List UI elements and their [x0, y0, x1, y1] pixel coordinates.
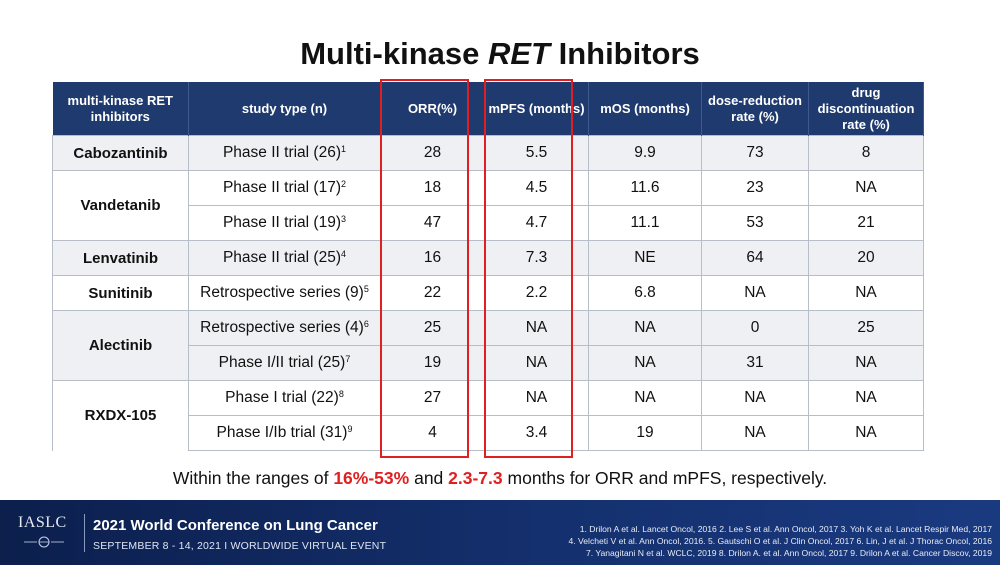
mpfs-value: NA	[484, 310, 589, 346]
title-suffix: Inhibitors	[549, 36, 700, 71]
table-row: RXDX-105 Phase I trial (22)8 27 NA NA NA…	[52, 380, 924, 451]
header-mos: mOS (months)	[588, 82, 702, 136]
study-type: Phase II trial (25)4	[188, 240, 381, 276]
table-row: Cabozantinib Phase II trial (26)1 28 5.5…	[52, 135, 924, 171]
study-type: Phase I/Ib trial (31)9	[188, 415, 381, 451]
dose-value: 31	[701, 345, 809, 381]
slide-title: Multi-kinase RET Inhibitors	[0, 36, 1000, 72]
disc-value: NA	[808, 345, 924, 381]
reference-line: 7. Yanagitani N et al. WCLC, 2019 8. Dri…	[585, 548, 992, 558]
dose-value: NA	[701, 275, 809, 311]
table-row: Alectinib Retrospective series (4)6 25 N…	[52, 310, 924, 381]
header-discontinuation: drug discontinuation rate (%)	[808, 82, 924, 136]
dose-value: 73	[701, 135, 809, 171]
disc-value: 20	[808, 240, 924, 276]
disc-value: NA	[808, 170, 924, 206]
title-italic: RET	[487, 36, 550, 71]
header-study: study type (n)	[188, 82, 381, 136]
dose-value: 23	[701, 170, 809, 206]
drug-name: Cabozantinib	[52, 135, 189, 171]
disc-value: 25	[808, 310, 924, 346]
mpfs-value: 4.7	[484, 205, 589, 241]
mpfs-range: 2.3-7.3	[448, 468, 503, 488]
mos-value: 6.8	[588, 275, 702, 311]
header-drug: multi-kinase RET inhibitors	[52, 82, 189, 136]
study-type: Retrospective series (9)5	[188, 275, 381, 311]
drug-name: Sunitinib	[52, 275, 189, 311]
orr-value: 19	[380, 345, 485, 381]
summary-statement: Within the ranges of 16%-53% and 2.3-7.3…	[172, 468, 828, 488]
drug-name: Alectinib	[52, 310, 189, 381]
mpfs-value: NA	[484, 380, 589, 416]
drug-name: Vandetanib	[52, 170, 189, 241]
table-row: Vandetanib Phase II trial (17)2 18 4.5 1…	[52, 170, 924, 241]
orr-value: 18	[380, 170, 485, 206]
mpfs-value: 3.4	[484, 415, 589, 451]
orr-value: 25	[380, 310, 485, 346]
dose-value: 0	[701, 310, 809, 346]
study-type: Phase I trial (22)8	[188, 380, 381, 416]
table-row: Lenvatinib Phase II trial (25)4 16 7.3 N…	[52, 240, 924, 276]
drug-name: RXDX-105	[52, 380, 189, 451]
study-type: Phase II trial (26)1	[188, 135, 381, 171]
footer-divider	[84, 514, 85, 552]
mos-value: NA	[588, 310, 702, 346]
drug-name: Lenvatinib	[52, 240, 189, 276]
ret-inhibitors-table: multi-kinase RET inhibitors study type (…	[52, 82, 924, 451]
iaslc-logo: IASLC	[18, 514, 67, 531]
header-dose-reduction: dose-reduction rate (%)	[701, 82, 809, 136]
header-mpfs: mPFS (months)	[484, 82, 589, 136]
disc-value: NA	[808, 275, 924, 311]
references: 1. Drilon A et al. Lancet Oncol, 2016 2.…	[432, 523, 992, 559]
mos-value: NA	[588, 345, 702, 381]
study-type: Phase II trial (19)3	[188, 205, 381, 241]
study-type: Phase II trial (17)2	[188, 170, 381, 206]
globe-icon	[24, 536, 64, 548]
mos-value: NE	[588, 240, 702, 276]
dose-value: 64	[701, 240, 809, 276]
mpfs-value: 5.5	[484, 135, 589, 171]
conference-dates: SEPTEMBER 8 - 14, 2021 I WORLDWIDE VIRTU…	[93, 540, 387, 552]
study-type: Retrospective series (4)6	[188, 310, 381, 346]
mos-value: 11.6	[588, 170, 702, 206]
mos-value: 11.1	[588, 205, 702, 241]
orr-value: 4	[380, 415, 485, 451]
disc-value: 8	[808, 135, 924, 171]
reference-line: 1. Drilon A et al. Lancet Oncol, 2016 2.…	[579, 524, 992, 534]
dose-value: NA	[701, 415, 809, 451]
study-type: Phase I/II trial (25)7	[188, 345, 381, 381]
mpfs-value: NA	[484, 345, 589, 381]
mos-value: NA	[588, 380, 702, 416]
mpfs-value: 7.3	[484, 240, 589, 276]
disc-value: 21	[808, 205, 924, 241]
disc-value: NA	[808, 415, 924, 451]
table-header-row: multi-kinase RET inhibitors study type (…	[52, 82, 924, 136]
disc-value: NA	[808, 380, 924, 416]
conference-name: 2021 World Conference on Lung Cancer	[93, 517, 378, 534]
mos-value: 9.9	[588, 135, 702, 171]
mpfs-value: 2.2	[484, 275, 589, 311]
orr-value: 28	[380, 135, 485, 171]
mpfs-value: 4.5	[484, 170, 589, 206]
mos-value: 19	[588, 415, 702, 451]
dose-value: 53	[701, 205, 809, 241]
conference-footer: IASLC 2021 World Conference on Lung Canc…	[0, 500, 1000, 565]
dose-value: NA	[701, 380, 809, 416]
reference-line: 4. Velcheti V et al. Ann Oncol, 2016. 5.…	[568, 536, 992, 546]
orr-range: 16%-53%	[333, 468, 410, 488]
orr-value: 16	[380, 240, 485, 276]
header-orr: ORR(%)	[380, 82, 485, 136]
orr-value: 47	[380, 205, 485, 241]
title-prefix: Multi-kinase	[300, 36, 488, 71]
table-row: Sunitinib Retrospective series (9)5 22 2…	[52, 275, 924, 311]
orr-value: 22	[380, 275, 485, 311]
orr-value: 27	[380, 380, 485, 416]
